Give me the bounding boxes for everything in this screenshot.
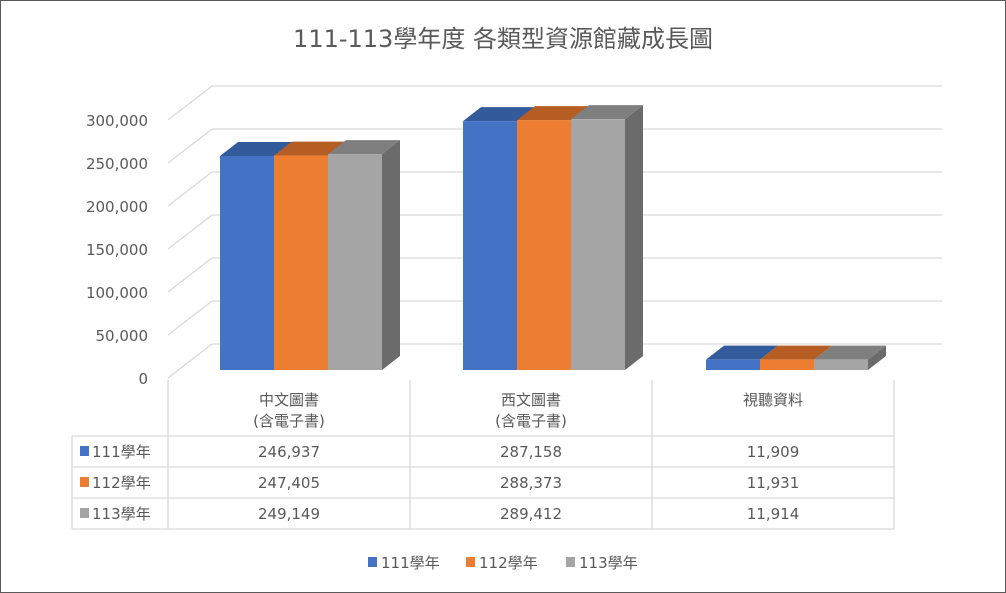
table-cell-value: 246,937 <box>258 443 320 461</box>
category-label: 視聽資料 <box>743 391 803 409</box>
legend-label: 112學年 <box>479 554 538 572</box>
bar <box>760 359 814 370</box>
category-label: (含電子書) <box>495 412 567 430</box>
bar-side <box>868 345 886 370</box>
chart-title: 111-113學年度 各類型資源館藏成長圖 <box>293 25 713 53</box>
bar <box>517 120 571 370</box>
bar-side <box>625 105 643 370</box>
bar-top <box>814 345 886 360</box>
legend-swatch <box>466 557 475 567</box>
table-cell-value: 11,914 <box>747 505 800 523</box>
table-cell-value: 247,405 <box>258 474 320 492</box>
legend-label: 113學年 <box>579 554 638 572</box>
series-label: 112學年 <box>92 474 151 492</box>
legend-key-swatch <box>80 477 89 487</box>
category-label: 中文圖書 <box>259 391 319 409</box>
bar <box>814 359 868 370</box>
legend-swatch <box>566 557 575 567</box>
bar-top <box>463 107 535 122</box>
category-label: (含電子書) <box>253 412 325 430</box>
gridline-depth <box>167 85 213 121</box>
table-cell-value: 287,158 <box>500 443 562 461</box>
series-label: 113學年 <box>92 505 151 523</box>
y-tick-label: 250,000 <box>86 155 148 173</box>
legend-label: 111學年 <box>381 554 440 572</box>
series-label: 111學年 <box>92 443 151 461</box>
bar-top <box>571 105 643 120</box>
bar <box>463 121 517 370</box>
bar <box>328 154 382 370</box>
legend-swatch <box>368 557 377 567</box>
table-cell-value: 11,909 <box>747 443 800 461</box>
table-cell-value: 289,412 <box>500 505 562 523</box>
table-cell-value: 249,149 <box>258 505 320 523</box>
bar-top <box>220 141 292 156</box>
gridline-depth <box>167 257 213 293</box>
bar-top <box>760 345 832 360</box>
y-tick-label: 150,000 <box>86 241 148 259</box>
gridline-depth <box>167 343 213 379</box>
y-tick-label: 0 <box>138 370 148 388</box>
gridline-depth <box>167 128 213 164</box>
bar-side <box>382 140 400 370</box>
bar-top <box>328 140 400 155</box>
y-tick-label: 50,000 <box>96 327 149 345</box>
category-label: 西文圖書 <box>501 391 561 409</box>
table-cell-value: 11,931 <box>747 474 800 492</box>
gridline-depth <box>167 171 213 207</box>
y-tick-label: 100,000 <box>86 284 148 302</box>
legend-key-swatch <box>80 508 89 518</box>
gridline-depth <box>167 214 213 250</box>
bar <box>220 155 274 370</box>
bar <box>706 359 760 370</box>
bar-top <box>517 106 589 121</box>
table-cell-value: 288,373 <box>500 474 562 492</box>
legend-key-swatch <box>80 446 89 456</box>
y-tick-label: 300,000 <box>86 112 148 130</box>
bar <box>274 155 328 370</box>
bar-top <box>706 345 778 360</box>
bar-top <box>274 141 346 156</box>
y-tick-label: 200,000 <box>86 198 148 216</box>
gridline-depth <box>167 300 213 336</box>
bar <box>571 119 625 370</box>
